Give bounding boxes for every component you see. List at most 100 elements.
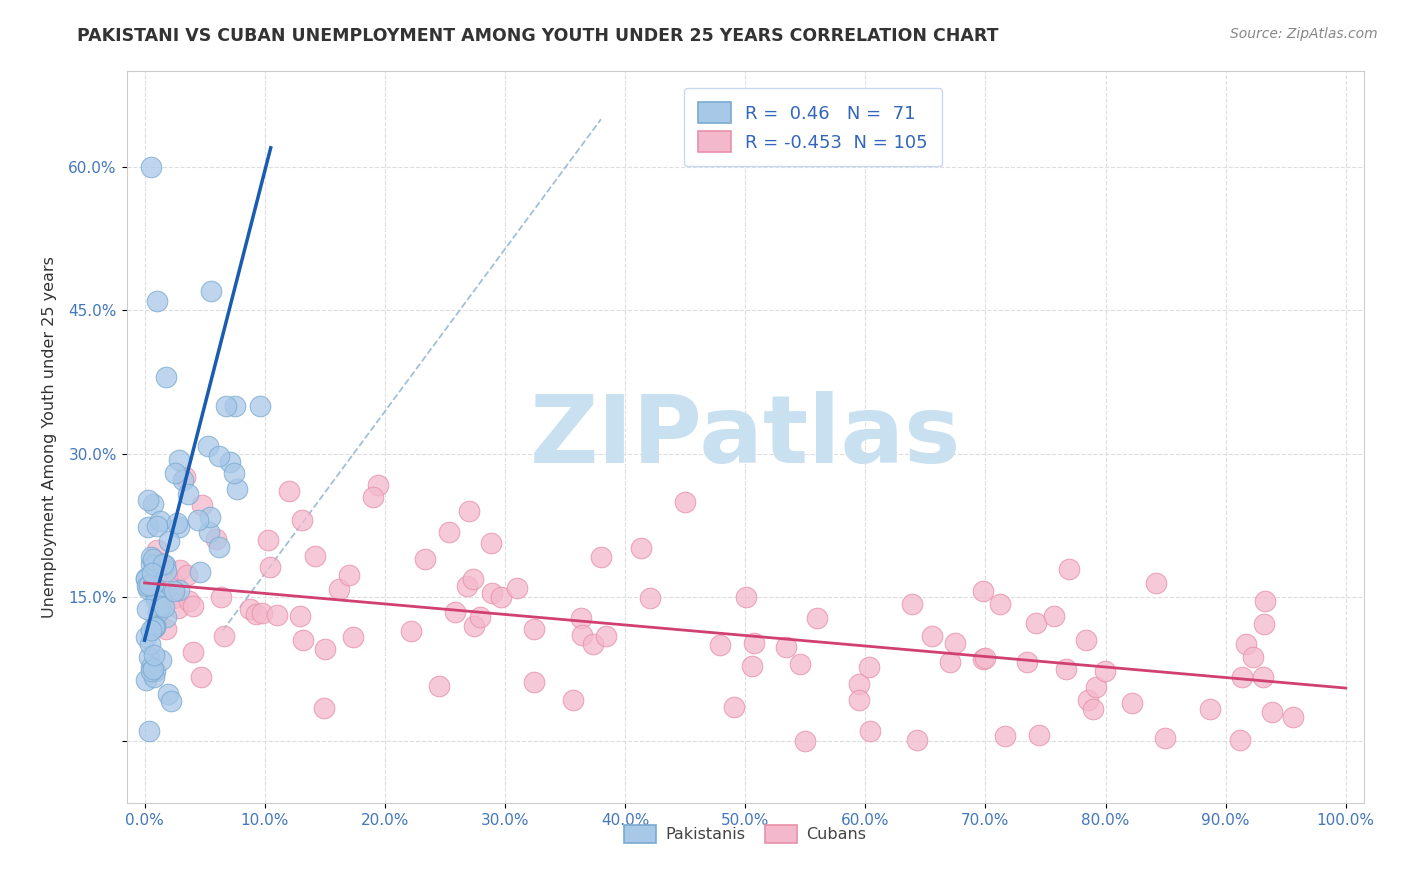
Point <box>141 623 163 637</box>
Point <box>153 600 176 615</box>
Point <box>157 687 180 701</box>
Point <box>149 652 172 666</box>
Point <box>630 541 652 555</box>
Point <box>581 637 603 651</box>
Point <box>224 466 246 480</box>
Point <box>149 514 172 528</box>
Point <box>328 582 350 596</box>
Point <box>155 609 177 624</box>
Point <box>775 640 797 654</box>
Point <box>146 518 169 533</box>
Point <box>174 470 197 484</box>
Point <box>138 578 160 592</box>
Point <box>735 590 758 604</box>
Point <box>1253 617 1275 632</box>
Point <box>1085 680 1108 694</box>
Point <box>143 619 166 633</box>
Point <box>135 673 157 688</box>
Point <box>163 466 186 480</box>
Point <box>208 540 231 554</box>
Point <box>741 659 763 673</box>
Point <box>142 620 165 634</box>
Point <box>974 651 997 665</box>
Point <box>1232 670 1254 684</box>
Point <box>167 519 190 533</box>
Point <box>972 584 994 599</box>
Point <box>277 484 299 499</box>
Point <box>993 729 1015 743</box>
Point <box>146 542 169 557</box>
Point <box>427 680 450 694</box>
Y-axis label: Unemployment Among Youth under 25 years: Unemployment Among Youth under 25 years <box>42 256 58 618</box>
Point <box>1056 662 1078 676</box>
Text: Source: ZipAtlas.com: Source: ZipAtlas.com <box>1230 27 1378 41</box>
Point <box>142 552 165 566</box>
Point <box>638 591 661 606</box>
Point <box>149 599 172 613</box>
Point <box>138 649 160 664</box>
Point <box>136 492 159 507</box>
Point <box>848 693 870 707</box>
Point <box>1154 731 1177 746</box>
Point <box>155 622 177 636</box>
Point <box>723 700 745 714</box>
Point <box>939 655 962 669</box>
Point <box>1043 609 1066 624</box>
Point <box>569 610 592 624</box>
Point <box>136 519 159 533</box>
Point <box>288 609 311 624</box>
Point <box>152 587 174 601</box>
Point <box>138 724 160 739</box>
Point <box>145 569 167 583</box>
Point <box>142 661 165 675</box>
Point <box>249 399 271 413</box>
Point <box>1236 636 1258 650</box>
Point <box>437 524 460 539</box>
Point <box>367 478 389 492</box>
Point <box>143 664 166 678</box>
Point <box>239 601 262 615</box>
Point <box>214 399 236 413</box>
Point <box>139 660 162 674</box>
Point <box>1282 710 1305 724</box>
Point <box>176 568 198 582</box>
Point <box>142 558 165 573</box>
Point <box>506 581 529 595</box>
Point <box>291 513 314 527</box>
Point <box>470 610 492 624</box>
Point <box>479 536 502 550</box>
Point <box>1121 696 1143 710</box>
Point <box>858 660 880 674</box>
Point <box>456 579 478 593</box>
Point <box>188 565 211 579</box>
Point <box>155 564 177 578</box>
Point <box>139 665 162 679</box>
Point <box>972 651 994 665</box>
Point <box>1074 632 1097 647</box>
Point <box>1015 655 1038 669</box>
Point <box>167 582 190 597</box>
Point <box>157 533 180 548</box>
Point <box>589 550 612 565</box>
Point <box>145 593 167 607</box>
Point <box>848 677 870 691</box>
Point <box>163 591 186 605</box>
Point <box>943 635 966 649</box>
Point <box>921 629 943 643</box>
Point <box>198 525 221 540</box>
Point <box>135 572 157 586</box>
Point <box>197 439 219 453</box>
Point <box>1144 576 1167 591</box>
Point <box>190 670 212 684</box>
Point <box>152 557 174 571</box>
Point <box>571 628 593 642</box>
Point <box>167 600 190 615</box>
Point <box>143 670 166 684</box>
Point <box>191 498 214 512</box>
Point <box>1199 702 1222 716</box>
Point <box>145 590 167 604</box>
Point <box>146 555 169 569</box>
Point <box>794 733 817 747</box>
Point <box>225 482 247 496</box>
Point <box>146 605 169 619</box>
